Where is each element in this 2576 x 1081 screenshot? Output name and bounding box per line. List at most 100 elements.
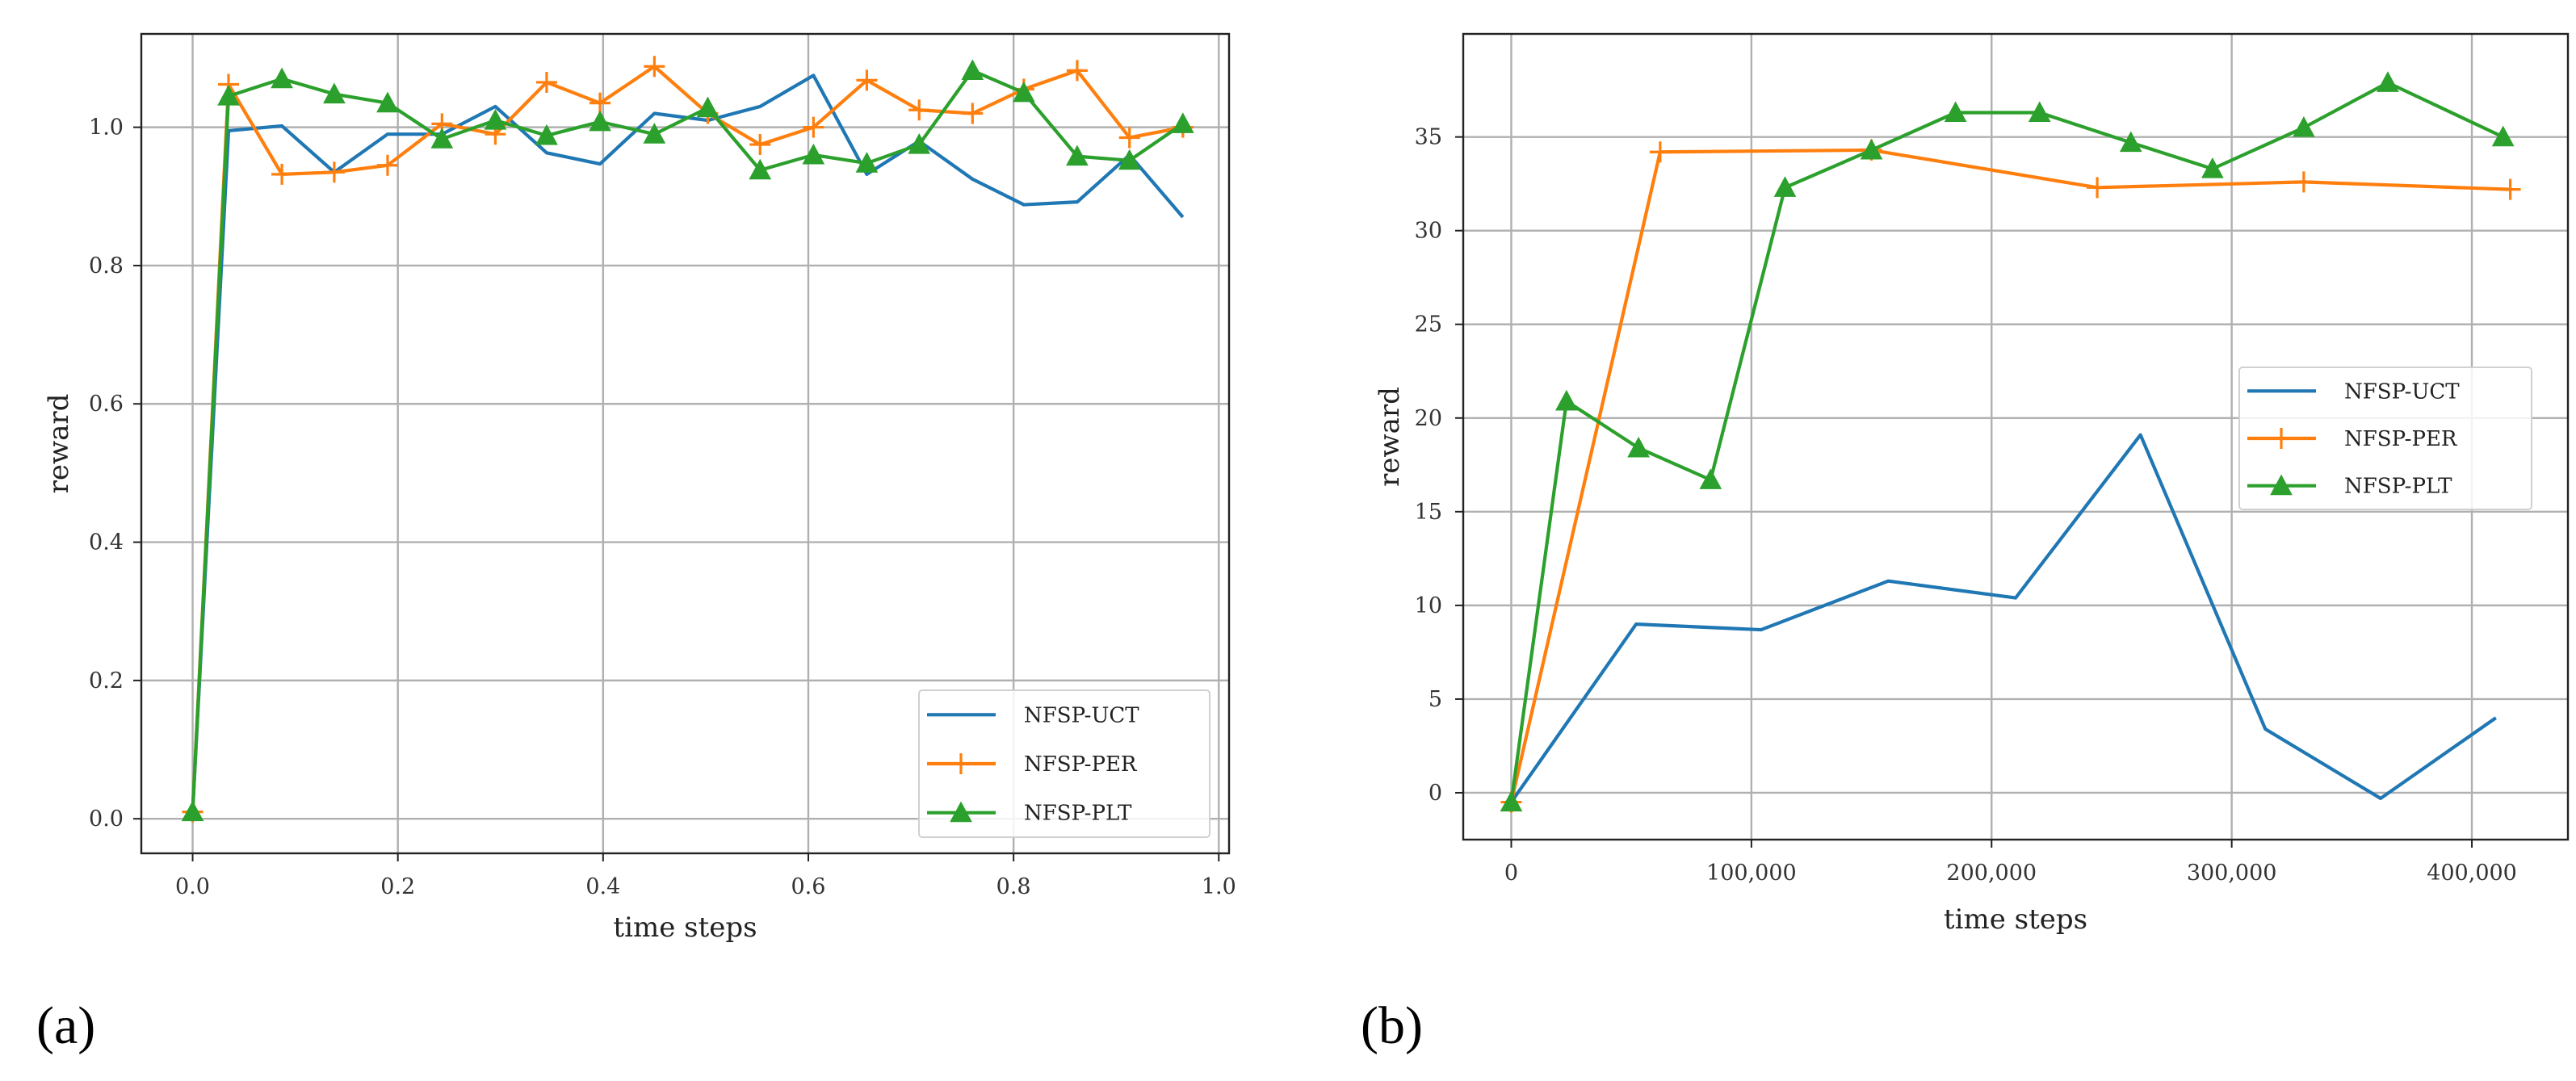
data-point-nfsp-plt bbox=[1171, 112, 1194, 133]
legend-label: NFSP-PLT bbox=[2344, 475, 2452, 499]
data-point-nfsp-per bbox=[1118, 127, 1140, 149]
panel-label-a: (a) bbox=[36, 996, 95, 1055]
x-tick-label: 0.6 bbox=[791, 874, 826, 899]
data-point-nfsp-per bbox=[1649, 141, 1671, 163]
data-point-nfsp-plt bbox=[908, 132, 931, 154]
x-tick-label: 0.8 bbox=[996, 874, 1031, 899]
data-point-nfsp-plt bbox=[1555, 389, 1578, 411]
legend-label: NFSP-PER bbox=[1024, 752, 1138, 777]
legend: NFSP-UCT NFSP-PER NFSP-PLT bbox=[918, 689, 1210, 838]
chart-b: 0 100,000 200,000 300,000 400,000 0 5 10 15 20 25 3… bbox=[1374, 32, 2570, 936]
legend-marker bbox=[950, 801, 972, 823]
series-line-nfsp-uct bbox=[1509, 433, 2497, 803]
series-line-nfsp-uct bbox=[191, 73, 1185, 812]
data-point-nfsp-per bbox=[644, 56, 665, 78]
x-tick-label: 0.2 bbox=[380, 874, 415, 899]
data-point-nfsp-per bbox=[962, 103, 984, 124]
data-point-nfsp-per bbox=[2293, 171, 2314, 193]
y-tick-label: 0.8 bbox=[89, 253, 124, 279]
data-point-nfsp-plt bbox=[1013, 81, 1035, 103]
y-tick-label: 0.0 bbox=[89, 807, 124, 832]
data-point-nfsp-plt bbox=[217, 85, 240, 106]
x-axis-label: time steps bbox=[613, 911, 757, 944]
y-tick-label: 30 bbox=[1415, 219, 1442, 244]
data-point-nfsp-plt bbox=[961, 59, 984, 80]
x-tick-label: 1.0 bbox=[1202, 874, 1236, 899]
x-tick-label: 0.0 bbox=[175, 874, 210, 899]
x-tick-label: 200,000 bbox=[1946, 861, 2037, 886]
data-point-nfsp-per bbox=[376, 154, 398, 176]
x-tick-label: 400,000 bbox=[2427, 861, 2517, 886]
legend: NFSP-UCT NFSP-PER NFSP-PLT bbox=[2238, 367, 2532, 510]
data-point-nfsp-per bbox=[908, 99, 930, 121]
data-point-nfsp-plt bbox=[1118, 149, 1141, 170]
chart-a: 0.0 0.2 0.4 0.6 0.8 1.0 0.0 0.2 0.4 0.6 0.8 1.0 time… bbox=[43, 32, 1236, 944]
y-tick-label: 20 bbox=[1415, 406, 1442, 431]
data-point-nfsp-per bbox=[2087, 177, 2108, 199]
data-point-nfsp-plt bbox=[1500, 790, 1523, 812]
y-tick-label: 0.2 bbox=[89, 668, 124, 693]
data-point-nfsp-plt bbox=[181, 800, 204, 822]
x-tick-label: 0.4 bbox=[585, 874, 620, 899]
legend-label: NFSP-PLT bbox=[1024, 802, 1132, 826]
data-point-nfsp-plt bbox=[271, 67, 293, 89]
data-point-nfsp-per bbox=[323, 161, 345, 183]
plot-frame bbox=[140, 32, 1231, 855]
data-point-nfsp-per bbox=[856, 69, 878, 91]
data-point-nfsp-plt bbox=[643, 123, 666, 144]
data-point-nfsp-plt bbox=[376, 91, 399, 113]
y-tick-label: 25 bbox=[1415, 312, 1442, 337]
data-point-nfsp-per bbox=[271, 163, 293, 185]
data-point-nfsp-per bbox=[803, 116, 824, 138]
panel-label-b: (b) bbox=[1361, 996, 1423, 1055]
y-axis-label: reward bbox=[43, 394, 75, 494]
y-tick-label: 10 bbox=[1415, 593, 1442, 618]
data-point-nfsp-plt bbox=[696, 96, 720, 118]
y-tick-label: 35 bbox=[1415, 125, 1442, 150]
data-point-nfsp-per bbox=[1066, 60, 1088, 82]
x-tick-label: 300,000 bbox=[2187, 861, 2277, 886]
legend-label: NFSP-PER bbox=[2344, 427, 2458, 451]
data-point-nfsp-plt bbox=[1944, 101, 1967, 123]
y-tick-label: 0.4 bbox=[89, 530, 124, 555]
series-line-nfsp-plt bbox=[191, 69, 1185, 812]
data-point-nfsp-plt bbox=[1699, 468, 1722, 489]
data-point-nfsp-plt bbox=[484, 109, 507, 130]
data-point-nfsp-plt bbox=[2491, 125, 2515, 147]
data-point-nfsp-per bbox=[2499, 178, 2521, 200]
data-point-nfsp-plt bbox=[1627, 436, 1650, 458]
y-tick-label: 15 bbox=[1415, 500, 1442, 525]
y-tick-label: 0.6 bbox=[89, 392, 124, 417]
data-point-nfsp-per bbox=[749, 134, 771, 156]
plot-frame bbox=[1462, 32, 2570, 841]
data-point-nfsp-per bbox=[535, 71, 557, 93]
data-point-nfsp-per bbox=[589, 92, 611, 114]
series-line-nfsp-per bbox=[1509, 148, 2511, 803]
data-point-nfsp-plt bbox=[2028, 101, 2051, 123]
legend-box bbox=[2238, 367, 2532, 510]
x-tick-label: 100,000 bbox=[1706, 861, 1797, 886]
y-tick-label: 5 bbox=[1429, 687, 1442, 712]
data-point-nfsp-plt bbox=[749, 158, 772, 180]
data-point-nfsp-plt bbox=[1773, 176, 1797, 197]
data-point-nfsp-plt bbox=[430, 128, 454, 149]
data-point-nfsp-plt bbox=[855, 152, 879, 173]
legend-marker bbox=[950, 753, 971, 774]
x-axis-label: time steps bbox=[1944, 903, 2087, 936]
data-point-nfsp-plt bbox=[2377, 71, 2399, 92]
x-tick-label: 0 bbox=[1504, 861, 1518, 886]
y-axis-label: reward bbox=[1374, 387, 1406, 487]
y-tick-label: 1.0 bbox=[89, 115, 124, 140]
data-point-nfsp-plt bbox=[1860, 138, 1883, 160]
legend-box bbox=[918, 689, 1210, 838]
data-point-nfsp-plt bbox=[535, 124, 558, 145]
legend-label: NFSP-UCT bbox=[1024, 703, 1139, 727]
data-point-nfsp-plt bbox=[2201, 157, 2224, 178]
data-point-nfsp-plt bbox=[323, 82, 346, 104]
data-point-nfsp-plt bbox=[2119, 131, 2142, 153]
data-point-nfsp-plt bbox=[2293, 115, 2315, 137]
legend-marker bbox=[2270, 474, 2293, 496]
legend-label: NFSP-UCT bbox=[2344, 379, 2460, 404]
data-point-nfsp-plt bbox=[802, 143, 825, 165]
